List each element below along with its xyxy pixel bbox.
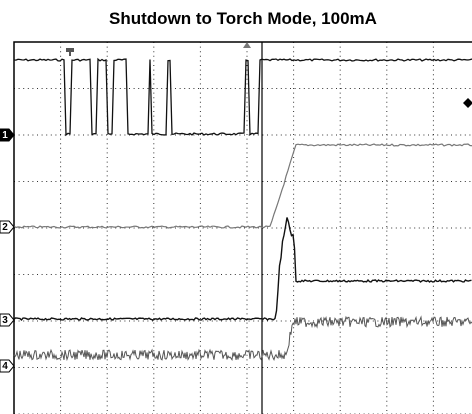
trigger-marker — [243, 42, 251, 48]
level-marker — [463, 98, 472, 108]
channel-marker — [0, 359, 15, 373]
channel-label: 4 — [2, 361, 8, 372]
channel-marker — [0, 220, 15, 234]
title: Shutdown to Torch Mode, 100mA — [109, 9, 377, 28]
trace-4 — [13, 315, 472, 362]
trace-2 — [13, 143, 472, 229]
channel-markers: 1 2 3 4 — [0, 128, 15, 373]
trace-3 — [13, 217, 472, 322]
traces — [13, 57, 472, 362]
trace-1 — [13, 57, 472, 137]
channel-marker — [0, 313, 15, 327]
channel-label: 1 — [2, 130, 8, 141]
channel-marker — [0, 128, 15, 142]
channel-label: 3 — [2, 315, 8, 326]
t-marker — [66, 48, 74, 56]
channel-label: 2 — [2, 222, 8, 233]
